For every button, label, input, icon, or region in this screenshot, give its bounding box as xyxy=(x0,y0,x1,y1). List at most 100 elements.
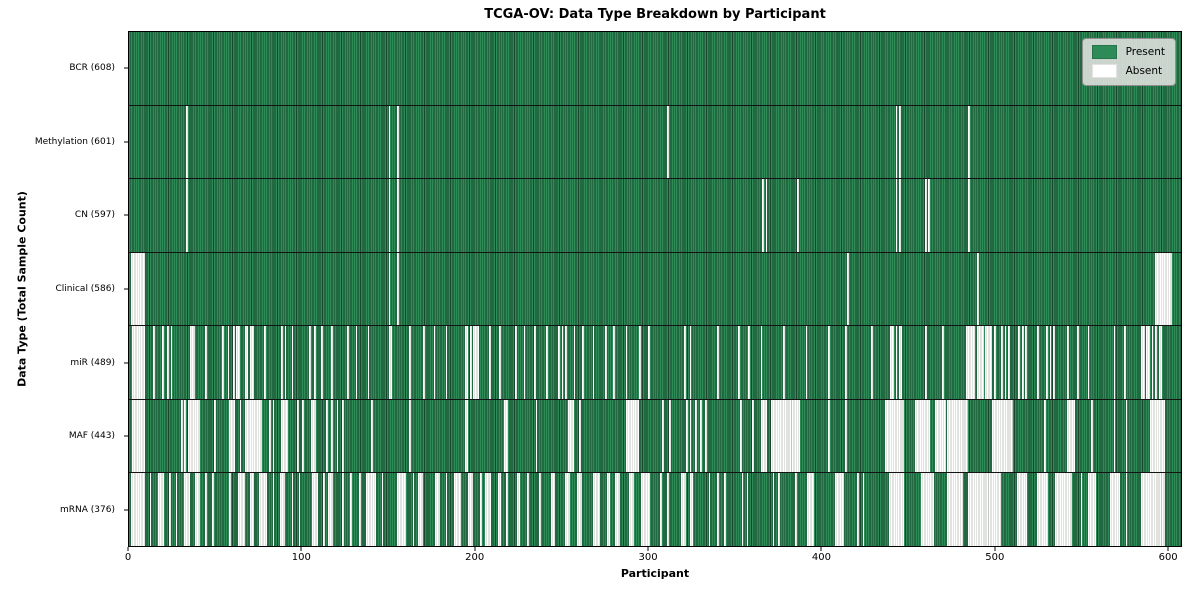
absent-block xyxy=(229,399,235,473)
absent-block xyxy=(308,326,311,399)
absent-block xyxy=(175,473,178,547)
absent-block xyxy=(561,326,564,399)
absent-block xyxy=(417,473,424,547)
absent-block xyxy=(805,326,808,399)
absent-block xyxy=(371,399,373,473)
absent-block xyxy=(968,105,970,179)
absent-block xyxy=(684,326,687,399)
absent-block xyxy=(331,326,334,399)
row-bcr xyxy=(129,32,1181,105)
absent-block xyxy=(184,473,190,547)
absent-block xyxy=(244,326,249,399)
absent-block xyxy=(184,399,187,473)
absent-block xyxy=(924,326,927,399)
absent-block xyxy=(454,473,462,547)
absent-block xyxy=(708,473,711,547)
x-tick-label-200: 200 xyxy=(465,552,485,563)
absent-block xyxy=(1141,473,1166,547)
absent-block xyxy=(686,399,688,473)
absent-block xyxy=(1087,326,1090,399)
absent-block xyxy=(310,399,316,473)
absent-block xyxy=(1066,326,1069,399)
absent-block xyxy=(895,105,898,179)
absent-block xyxy=(947,473,963,547)
absent-block xyxy=(828,326,830,399)
absent-block xyxy=(705,399,707,473)
absent-block xyxy=(573,326,576,399)
absent-block xyxy=(229,473,232,547)
absent-block xyxy=(942,326,944,399)
absent-block xyxy=(578,399,581,473)
absent-block xyxy=(924,179,927,252)
absent-block xyxy=(321,326,323,399)
absent-block xyxy=(1016,473,1027,547)
absent-block xyxy=(314,326,316,399)
absent-block xyxy=(661,399,664,473)
chart-title: TCGA-OV: Data Type Breakdown by Particip… xyxy=(484,7,826,22)
absent-block xyxy=(760,326,763,399)
absent-block xyxy=(545,326,548,399)
absent-block xyxy=(526,473,529,547)
absent-block xyxy=(741,473,744,547)
absent-block xyxy=(445,326,448,399)
absent-block xyxy=(1049,326,1052,399)
absent-block xyxy=(582,326,585,399)
absent-block xyxy=(367,326,370,399)
row-clinical xyxy=(129,251,1181,326)
absent-block xyxy=(615,473,621,547)
absent-block xyxy=(397,105,399,179)
absent-block xyxy=(1125,399,1128,473)
absent-block xyxy=(187,399,200,473)
absent-block xyxy=(668,399,671,473)
absent-block xyxy=(862,473,865,547)
absent-block xyxy=(928,179,931,252)
absent-block xyxy=(291,473,294,547)
absent-block xyxy=(1052,326,1055,399)
absent-block xyxy=(689,473,694,547)
legend-entry-absent: Absent xyxy=(1091,64,1165,78)
absent-block xyxy=(488,326,491,399)
absent-block xyxy=(641,473,650,547)
absent-block xyxy=(213,399,216,473)
x-tick-labels: 0 100 200 300 400 500 600 xyxy=(125,552,1182,564)
absent-block xyxy=(168,473,171,547)
absent-block xyxy=(423,326,425,399)
absent-block xyxy=(717,473,719,547)
absent-block xyxy=(777,473,780,547)
absent-block xyxy=(968,179,970,252)
absent-block xyxy=(568,399,574,473)
absent-block xyxy=(312,473,318,547)
absent-block xyxy=(302,399,304,473)
absent-block xyxy=(272,399,275,473)
absent-block xyxy=(409,326,412,399)
absent-block xyxy=(1155,252,1173,326)
absent-block xyxy=(468,473,474,547)
absent-block xyxy=(433,326,436,399)
absent-block xyxy=(388,252,391,326)
absent-block xyxy=(366,473,377,547)
absent-block xyxy=(1125,473,1128,547)
absent-block xyxy=(227,326,230,399)
absent-block xyxy=(667,473,669,547)
row-cn xyxy=(129,178,1181,252)
absent-block xyxy=(1080,473,1083,547)
absent-block xyxy=(533,326,536,399)
absent-block xyxy=(480,473,482,547)
absent-block xyxy=(336,399,339,473)
absent-block xyxy=(359,473,361,547)
absent-block xyxy=(947,399,969,473)
absent-block xyxy=(158,473,164,547)
absent-block xyxy=(205,473,207,547)
absent-block xyxy=(350,473,353,547)
row-methylation xyxy=(129,104,1181,179)
absent-block xyxy=(1123,326,1126,399)
absent-block xyxy=(992,399,1014,473)
absent-block xyxy=(845,326,848,399)
absent-block xyxy=(1066,399,1076,473)
absent-block xyxy=(239,399,242,473)
x-tick-label-400: 400 xyxy=(811,552,831,563)
absent-block xyxy=(516,473,521,547)
absent-block xyxy=(1158,326,1162,399)
absent-block xyxy=(397,179,399,252)
absent-block xyxy=(1001,326,1003,399)
